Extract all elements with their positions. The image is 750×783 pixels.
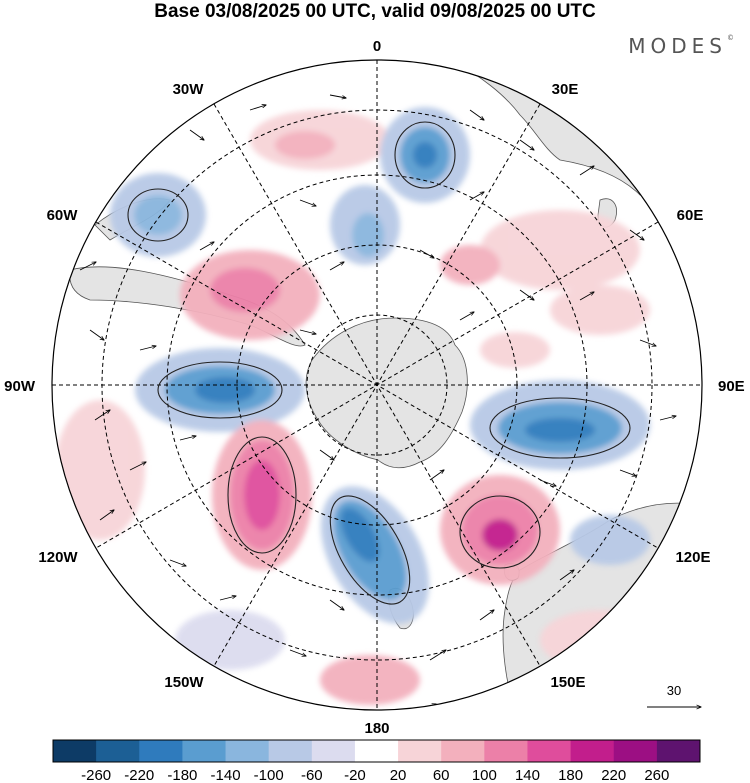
brand-mark: © xyxy=(727,34,734,42)
lon-label-120e: 120E xyxy=(675,549,710,566)
colorbar-swatch xyxy=(182,740,227,762)
lon-label-90w: 90W xyxy=(4,378,36,395)
lon-label-60w: 60W xyxy=(47,207,79,224)
colorbar-tick-label: -220 xyxy=(124,767,154,783)
lon-label-150w: 150W xyxy=(164,674,204,691)
colorbar-tick-label: -60 xyxy=(301,767,323,783)
colorbar-swatch xyxy=(398,740,442,762)
contours xyxy=(127,121,631,605)
colorbar-swatch xyxy=(570,740,615,762)
colorbar-tick-label: 260 xyxy=(644,767,669,783)
colorbar-tick-label: 20 xyxy=(390,767,407,783)
lon-label-150e: 150E xyxy=(550,674,585,691)
colorbar-swatch xyxy=(441,740,485,762)
colorbar-tick-label: 140 xyxy=(515,767,540,783)
colorbar: -260 -220 -180 -140 -100 -60 -20 20 60 100 140 180 2… xyxy=(52,739,701,783)
longitude-labels: 0 30E 60E 90E 120E 150E 180 150W 120W 90… xyxy=(4,38,745,737)
graticule xyxy=(52,60,702,710)
colorbar-tick-label: -260 xyxy=(81,767,111,783)
colorbar-tick-label: -100 xyxy=(254,767,284,783)
colorbar-swatch xyxy=(613,740,658,762)
map-border xyxy=(51,59,703,711)
lon-label-180: 180 xyxy=(364,720,389,737)
colorbar-tick-label: 60 xyxy=(433,767,450,783)
colorbar-swatch xyxy=(311,740,356,762)
map-disc xyxy=(52,60,702,710)
colorbar-swatch xyxy=(139,740,183,762)
modes-brand-logo: MODES© xyxy=(628,34,734,58)
map-title: Base 03/08/2025 00 UTC, valid 09/08/2025… xyxy=(154,1,596,22)
colorbar-swatch xyxy=(656,740,701,762)
lon-label-30e: 30E xyxy=(552,81,579,98)
colorbar-swatch xyxy=(225,740,270,762)
colorbar-swatch xyxy=(527,740,572,762)
colorbar-tick-label: -140 xyxy=(211,767,241,783)
colorbar-border xyxy=(52,739,701,763)
anomaly-field xyxy=(55,107,660,705)
colorbar-tick-label: 220 xyxy=(601,767,626,783)
reference-vector: 30 xyxy=(647,683,701,707)
colorbar-tick-label: -20 xyxy=(344,767,366,783)
colorbar-tick-label: 100 xyxy=(472,767,497,783)
reference-vector-value: 30 xyxy=(667,683,681,698)
brand-text: MODES xyxy=(628,34,727,58)
colorbar-swatch xyxy=(268,740,313,762)
meridian-60e-120w xyxy=(95,221,659,549)
lon-label-0: 0 xyxy=(373,38,381,55)
lon-label-30w: 30W xyxy=(173,81,205,98)
colorbar-tick-label: -180 xyxy=(167,767,197,783)
colorbar-swatch xyxy=(354,740,399,762)
colorbar-tick-label: 180 xyxy=(558,767,583,783)
lon-label-60e: 60E xyxy=(677,207,704,224)
colorbar-swatch xyxy=(484,740,528,762)
lon-label-120w: 120W xyxy=(38,549,78,566)
lon-label-90e: 90E xyxy=(718,378,745,395)
colorbar-swatch xyxy=(53,740,97,762)
colorbar-swatch xyxy=(96,740,140,762)
positive-anomaly-indian-ocean-north xyxy=(480,210,640,290)
